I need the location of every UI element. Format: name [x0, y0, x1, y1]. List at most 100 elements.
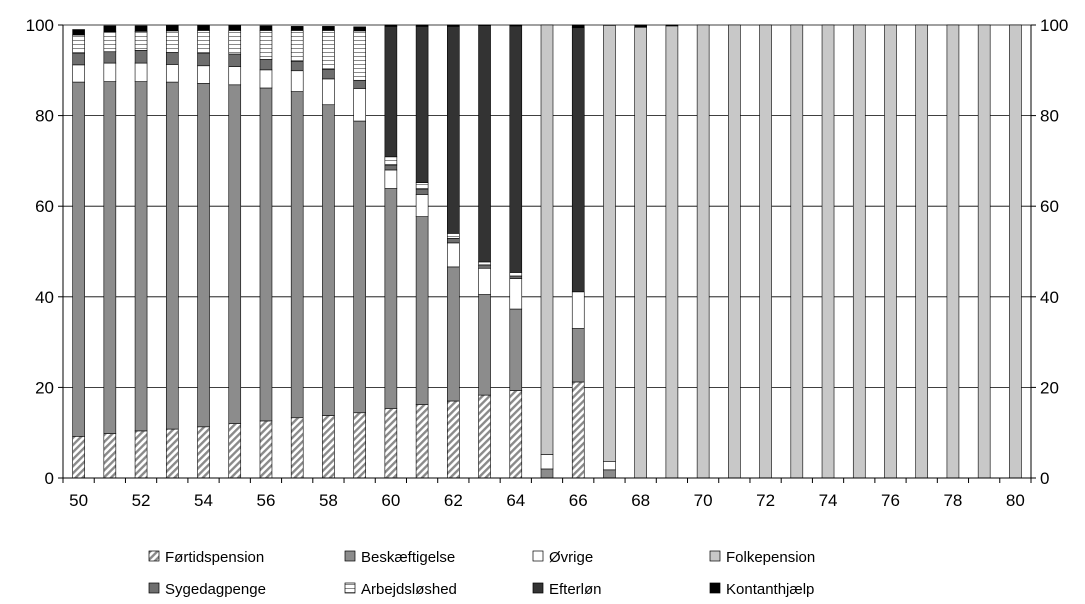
bar-segment-førtidspension — [353, 412, 366, 479]
bar-segment-øvrige — [259, 69, 273, 89]
bar-segment-kontanthjælp — [134, 25, 148, 32]
bar-segment-kontanthjælp — [290, 26, 304, 31]
bar-segment-folkepension — [884, 24, 897, 479]
y-tick-label-right: 60 — [1040, 197, 1059, 216]
legend-swatch-kontanthjælp — [709, 582, 721, 594]
legend-label: Sygedagpenge — [165, 581, 266, 598]
bar-segment-førtidspension — [447, 400, 460, 479]
bar-segment-øvrige — [509, 278, 523, 310]
y-axis-right-ticks: 0 20 40 60 80 100 — [1031, 16, 1068, 488]
bar-segment-førtidspension — [259, 420, 273, 479]
x-tick-label: 52 — [132, 491, 151, 510]
bar-segment-efterløn — [384, 26, 398, 158]
bar-segment-arbejdsløshed — [353, 30, 366, 81]
bar-segment-kontanthjælp — [322, 26, 335, 31]
bar-segment-beskæftigelse — [571, 328, 585, 383]
bar-segment-kontanthjælp — [384, 24, 398, 27]
x-tick-label: 74 — [819, 491, 838, 510]
bar-segment-kontanthjælp — [72, 29, 85, 36]
bar-segment-arbejdsløshed — [165, 30, 179, 53]
bar-segment-kontanthjælp — [103, 25, 117, 33]
bar-segment-arbejdsløshed — [197, 30, 210, 54]
bar-segment-kontanthjælp — [259, 25, 273, 31]
legend-swatch-førtidspension — [148, 550, 160, 562]
x-tick-label: 70 — [694, 491, 713, 510]
bar-segment-førtidspension — [134, 430, 148, 479]
bar-segment-øvrige — [384, 169, 398, 189]
bar-segment-sygedagpenge — [353, 79, 366, 89]
bar-segment-folkepension — [540, 24, 554, 455]
y-tick-label: 0 — [45, 469, 54, 488]
bar-segment-folkepension — [821, 24, 835, 479]
bar-segment-førtidspension — [415, 404, 429, 479]
bars — [72, 24, 1022, 479]
bar-segment-sygedagpenge — [478, 265, 491, 269]
bar-segment-arbejdsløshed — [415, 182, 429, 190]
x-tick-label: 50 — [69, 491, 88, 510]
bar-segment-sygedagpenge — [259, 59, 273, 71]
bar-segment-efterløn — [478, 25, 491, 263]
bar-segment-beskæftigelse — [415, 216, 429, 405]
legend-swatch-sygedagpenge — [148, 582, 160, 594]
bar-segment-arbejdsløshed — [290, 30, 304, 62]
y-tick-label: 80 — [35, 107, 54, 126]
x-tick-label: 62 — [444, 491, 463, 510]
y-tick-label-right: 0 — [1040, 469, 1049, 488]
bar-segment-øvrige — [134, 62, 148, 82]
legend-label: Folkepension — [726, 549, 815, 566]
bar-segment-arbejdsløshed — [447, 233, 460, 239]
bar-segment-beskæftigelse — [603, 469, 616, 479]
bar-segment-førtidspension — [103, 433, 117, 479]
bar-segment-førtidspension — [165, 428, 179, 479]
bar-segment-øvrige — [165, 64, 179, 83]
bar-segment-efterløn — [415, 26, 429, 183]
bar-segment-øvrige — [290, 70, 304, 92]
bar-segment-folkepension — [977, 24, 991, 479]
bar-segment-folkepension — [759, 24, 772, 479]
x-tick-label: 72 — [756, 491, 775, 510]
x-tick-label: 68 — [631, 491, 650, 510]
bar-segment-kontanthjælp — [353, 26, 366, 32]
legend-swatch-arbejdsløshed — [344, 582, 356, 594]
bar-segment-kontanthjælp — [509, 24, 523, 27]
bar-segment-kontanthjælp — [634, 24, 647, 28]
bar-segment-arbejdsløshed — [478, 261, 491, 266]
bar-segment-øvrige — [447, 242, 460, 268]
bar-segment-førtidspension — [384, 408, 398, 479]
bar-segment-arbejdsløshed — [134, 31, 148, 51]
bar-segment-efterløn — [447, 26, 460, 234]
bar-segment-folkepension — [852, 24, 866, 479]
bar-segment-sygedagpenge — [197, 52, 210, 67]
bar-segment-kontanthjælp — [415, 24, 429, 27]
bar-segment-sygedagpenge — [134, 50, 148, 64]
bar-segment-øvrige — [197, 65, 210, 84]
bar-segment-beskæftigelse — [228, 84, 242, 424]
bar-segment-øvrige — [540, 454, 554, 470]
x-axis-ticks: 50 52 54 56 58 60 62 64 66 68 70 72 74 76 78 80 — [62, 478, 1032, 510]
bar-segment-sygedagpenge — [290, 60, 304, 72]
bar-segment-øvrige — [72, 64, 85, 83]
bar-segment-kontanthjælp — [571, 24, 585, 29]
bar-segment-beskæftigelse — [540, 468, 554, 479]
x-tick-label: 54 — [194, 491, 213, 510]
y-tick-label: 60 — [35, 197, 54, 216]
bar-segment-kontanthjælp — [665, 24, 679, 27]
bar-segment-førtidspension — [322, 415, 335, 479]
bar-segment-beskæftigelse — [509, 308, 523, 391]
bar-segment-beskæftigelse — [322, 104, 335, 416]
y-axis-left-ticks: 0 20 40 60 80 100 — [26, 16, 63, 488]
x-tick-label: 66 — [569, 491, 588, 510]
bar-segment-folkepension — [696, 24, 710, 479]
x-tick-label: 56 — [257, 491, 276, 510]
bar-segment-sygedagpenge — [415, 188, 429, 195]
legend-swatch-øvrige — [532, 550, 544, 562]
bar-segment-øvrige — [603, 461, 616, 471]
axes — [62, 25, 1032, 479]
bar-segment-arbejdsløshed — [259, 30, 273, 60]
bar-segment-beskæftigelse — [134, 81, 148, 432]
bar-segment-efterløn — [509, 25, 523, 273]
bar-segment-folkepension — [946, 24, 960, 479]
bar-segment-folkepension — [1009, 24, 1022, 479]
legend-label: Efterløn — [549, 581, 602, 598]
